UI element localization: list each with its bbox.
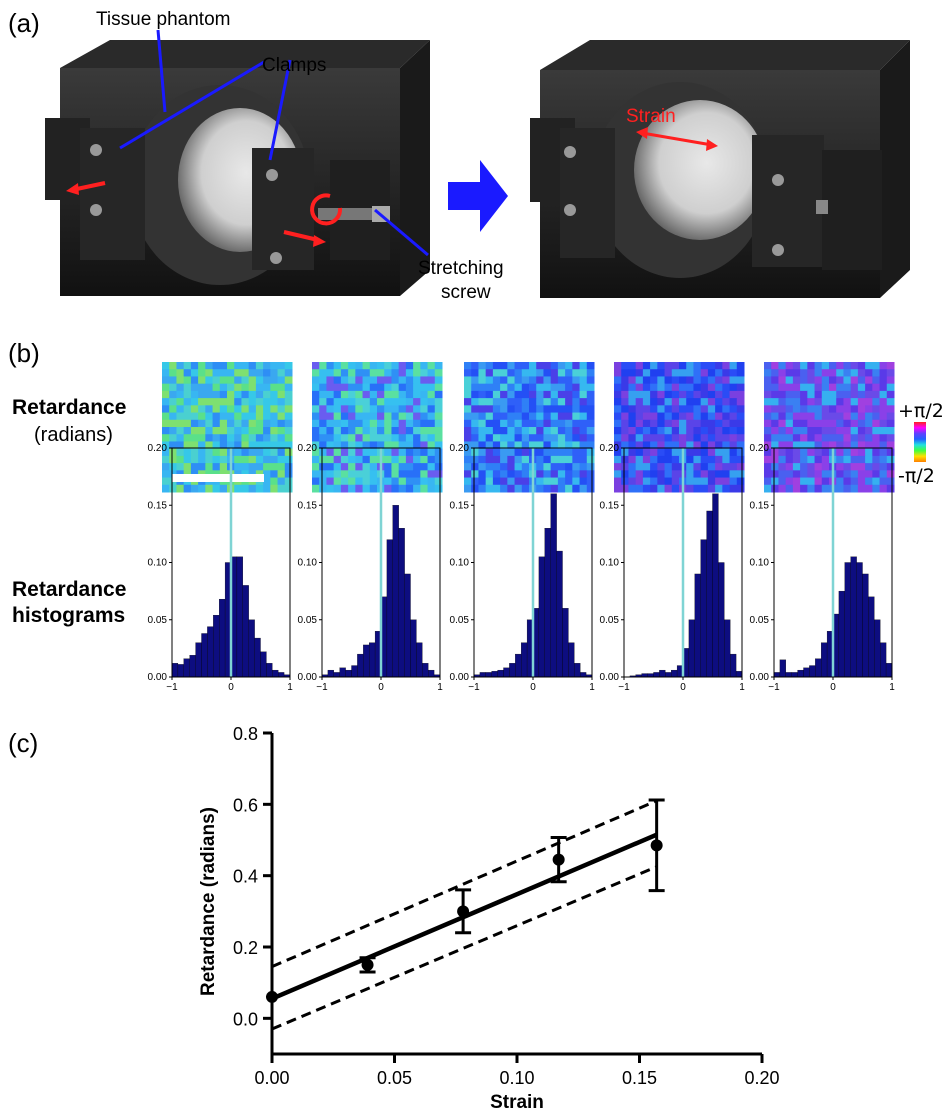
- y-tick-label: 0.05: [298, 615, 318, 626]
- panel-a-label: (a): [8, 8, 40, 38]
- x-tick-label: 0.00: [254, 1068, 289, 1088]
- stretching-screw-callout-line2: screw: [441, 282, 491, 303]
- histogram: 0.00 0.05 0.10 0.15 0.20 −1 0 1: [148, 443, 294, 693]
- x-tick-label: 1: [589, 682, 595, 693]
- x-tick-label: 0.10: [499, 1068, 534, 1088]
- x-tick-label: 0: [680, 682, 686, 693]
- y-tick-label: 0.10: [298, 558, 318, 569]
- clamps-callout: Clamps: [262, 55, 327, 76]
- histogram: 0.00 0.05 0.10 0.15 0.20 −1 0 1: [750, 443, 896, 693]
- y-tick-label: 0.00: [298, 672, 318, 683]
- y-tick-label: 0.00: [600, 672, 620, 683]
- y-tick-label: 0.4: [233, 867, 258, 887]
- x-tick-label: −1: [618, 682, 630, 693]
- y-tick-label: 0.05: [750, 615, 770, 626]
- colorbar-bottom-label: -π/2: [898, 465, 935, 487]
- y-tick-label: 0.20: [750, 443, 770, 454]
- tissue-phantom-callout: Tissue phantom: [96, 9, 231, 30]
- y-tick-label: 0.00: [148, 672, 168, 683]
- y-tick-label: 0.0: [233, 1009, 258, 1029]
- y-tick-label: 0.20: [450, 443, 470, 454]
- strain-callout: Strain: [626, 106, 676, 127]
- x-tick-label: −1: [768, 682, 780, 693]
- y-tick-label: 0.05: [600, 615, 620, 626]
- confidence-band-upper: [271, 799, 658, 968]
- panel-b-label: (b): [8, 338, 40, 368]
- x-tick-label: 0: [378, 682, 384, 693]
- x-tick-label: 1: [437, 682, 443, 693]
- x-tick-label: 0: [830, 682, 836, 693]
- y-tick-label: 0.00: [750, 672, 770, 683]
- y-tick-label: 0.00: [450, 672, 470, 683]
- histogram: 0.00 0.05 0.10 0.15 0.20 −1 0 1: [298, 443, 444, 693]
- x-tick-label: −1: [166, 682, 178, 693]
- y-tick-label: 0.10: [750, 558, 770, 569]
- data-point: [361, 958, 374, 971]
- y-tick-label: 0.20: [298, 443, 318, 454]
- y-tick-label: 0.15: [750, 500, 770, 511]
- x-tick-label: 0.15: [622, 1068, 657, 1088]
- x-tick-label: 0: [530, 682, 536, 693]
- y-tick-label: 0.10: [600, 558, 620, 569]
- y-tick-label: 0.05: [148, 615, 168, 626]
- retardance-row-subtitle: (radians): [34, 424, 113, 446]
- y-tick-label: 0.15: [600, 500, 620, 511]
- device-illustration: [45, 29, 910, 298]
- x-tick-label: 0.20: [744, 1068, 779, 1088]
- y-tick-label: 0.10: [148, 558, 168, 569]
- y-tick-label: 0.20: [148, 443, 168, 454]
- x-tick-label: 0.05: [377, 1068, 412, 1088]
- device-right: [530, 40, 910, 298]
- colorbar-top-label: +π/2: [898, 400, 942, 422]
- data-point: [552, 853, 565, 866]
- data-point: [650, 839, 663, 852]
- data-point: [266, 990, 278, 1003]
- y-tick-label: 0.15: [298, 500, 318, 511]
- x-tick-label: 0: [228, 682, 234, 693]
- y-tick-label: 0.20: [600, 443, 620, 454]
- y-tick-label: 0.8: [233, 724, 258, 744]
- y-tick-label: 0.6: [233, 795, 258, 815]
- confidence-band-lower: [271, 865, 658, 1031]
- histogram: 0.00 0.05 0.10 0.15 0.20 −1 0 1: [450, 443, 596, 693]
- x-tick-label: 1: [287, 682, 293, 693]
- y-tick-label: 0.10: [450, 558, 470, 569]
- y-axis-label: Retardance (radians): [198, 807, 219, 996]
- histogram-row-title-line1: Retardance: [12, 578, 127, 601]
- device-left: [45, 40, 430, 296]
- y-tick-label: 0.05: [450, 615, 470, 626]
- retardance-row-title: Retardance: [12, 396, 127, 419]
- y-tick-label: 0.15: [148, 500, 168, 511]
- y-tick-label: 0.2: [233, 938, 258, 958]
- stretching-screw-callout-line1: Stretching: [418, 258, 504, 279]
- histogram-row-title-line2: histograms: [12, 604, 126, 627]
- histogram: 0.00 0.05 0.10 0.15 0.20 −1 0 1: [600, 443, 746, 693]
- x-tick-label: 1: [739, 682, 745, 693]
- x-tick-label: 1: [889, 682, 895, 693]
- panel-c-label: (c): [8, 728, 39, 758]
- x-tick-label: −1: [316, 682, 328, 693]
- x-tick-label: −1: [468, 682, 480, 693]
- data-point: [457, 905, 470, 918]
- y-tick-label: 0.15: [450, 500, 470, 511]
- x-axis-label: Strain: [490, 1092, 544, 1113]
